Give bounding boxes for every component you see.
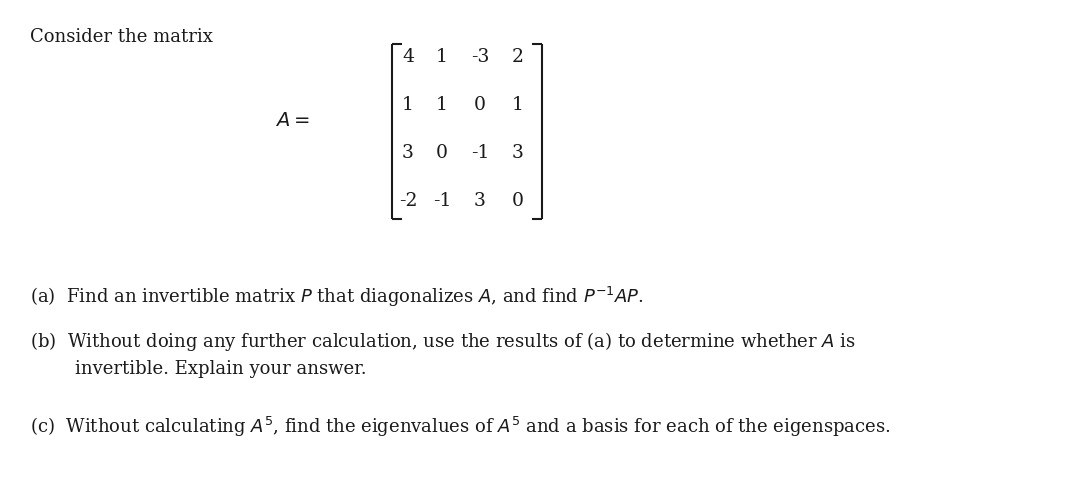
Text: -2: -2 <box>399 192 417 210</box>
Text: 1: 1 <box>512 96 523 114</box>
Text: -1: -1 <box>433 192 451 210</box>
Text: (b)  Without doing any further calculation, use the results of (a) to determine : (b) Without doing any further calculatio… <box>30 330 856 353</box>
Text: -3: -3 <box>471 48 489 66</box>
Text: $A =$: $A =$ <box>275 112 310 130</box>
Text: 3: 3 <box>402 144 414 162</box>
Text: 1: 1 <box>436 48 448 66</box>
Text: (c)  Without calculating $A^5$, find the eigenvalues of $A^5$ and a basis for ea: (c) Without calculating $A^5$, find the … <box>30 415 890 439</box>
Text: invertible. Explain your answer.: invertible. Explain your answer. <box>75 360 367 378</box>
Text: 0: 0 <box>436 144 448 162</box>
Text: 4: 4 <box>402 48 414 66</box>
Text: (a)  Find an invertible matrix $P$ that diagonalizes $A$, and find $P^{-1}AP$.: (a) Find an invertible matrix $P$ that d… <box>30 285 644 309</box>
Text: 0: 0 <box>512 192 524 210</box>
Text: 1: 1 <box>402 96 414 114</box>
Text: 1: 1 <box>436 96 448 114</box>
Text: Consider the matrix: Consider the matrix <box>30 28 213 46</box>
Text: 3: 3 <box>512 144 523 162</box>
Text: 3: 3 <box>474 192 486 210</box>
Text: 2: 2 <box>512 48 524 66</box>
Text: 0: 0 <box>474 96 486 114</box>
Text: -1: -1 <box>471 144 489 162</box>
